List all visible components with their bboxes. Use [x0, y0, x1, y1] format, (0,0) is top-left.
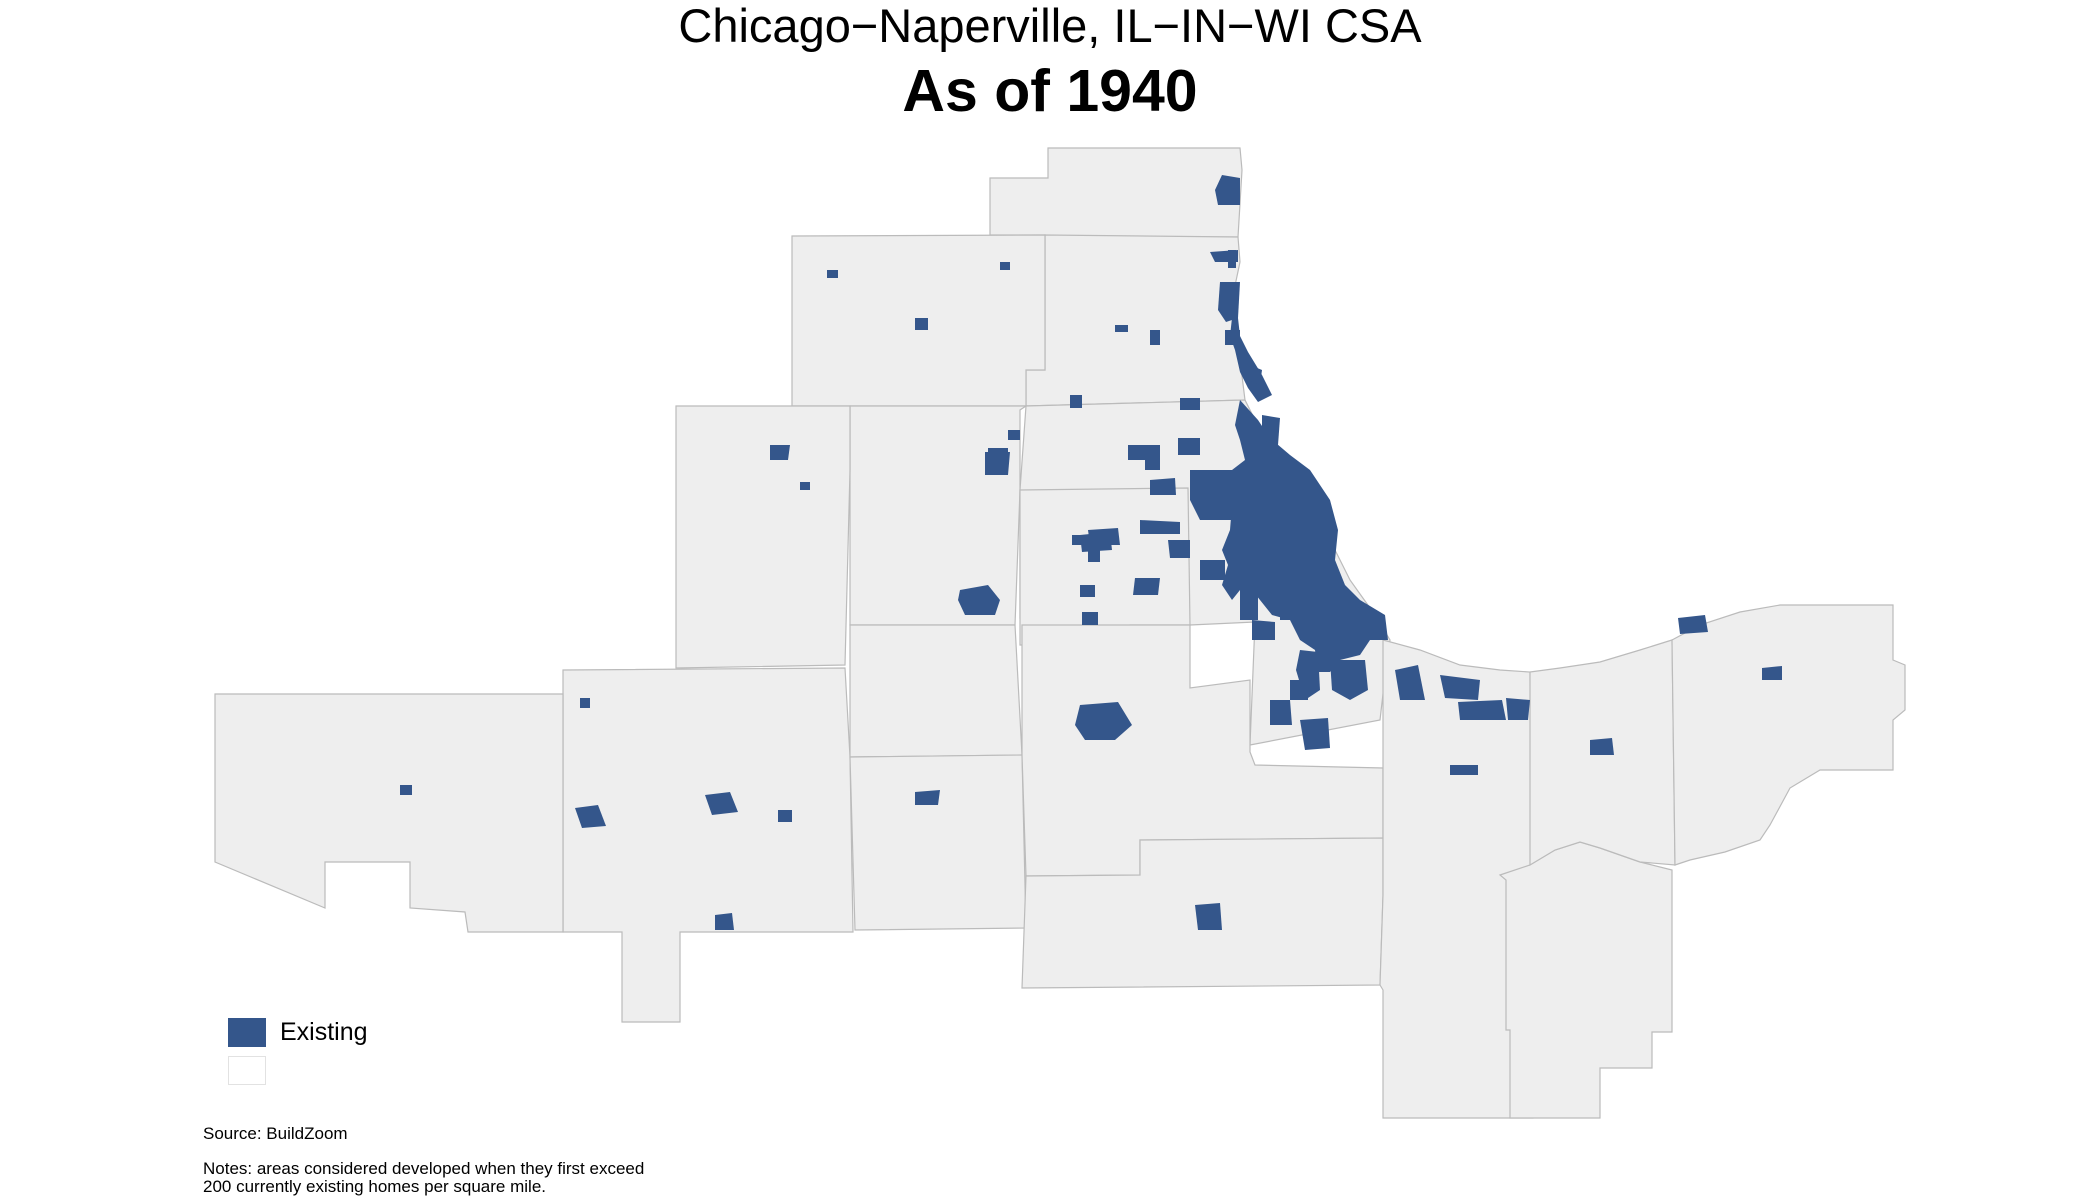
developed-area-belvidere [800, 482, 810, 490]
developed-area-marengo [770, 445, 790, 460]
map-subtitle: As of 1940 [902, 58, 1198, 124]
developed-area-north-shore-1 [1230, 318, 1272, 402]
developed-area-lake-forest [1228, 250, 1236, 268]
grundy-county [849, 754, 1027, 931]
jasper-county-in [1498, 841, 1673, 1119]
developed-area-des-plaines [1178, 438, 1200, 455]
kane-county [849, 405, 1028, 626]
developed-area-joliet [1075, 702, 1132, 740]
dupage-county [1019, 487, 1191, 646]
developed-area-round-lake [1150, 330, 1160, 345]
developed-areas-layer [400, 175, 1782, 930]
legend-swatch-existing [228, 1017, 266, 1047]
developed-area-gary-east [1440, 675, 1480, 700]
developed-area-highland-park [1248, 365, 1262, 385]
developed-area-zion [1225, 330, 1240, 345]
developed-area-streator [715, 913, 734, 930]
developed-area-mchenry-town [915, 318, 928, 330]
laporte-county-in [1671, 604, 1906, 866]
notes: Notes: areas considered developed when t… [203, 1160, 903, 1196]
developed-area-batavia [1082, 612, 1098, 625]
developed-area-princeton [400, 785, 412, 795]
lake-county-il [1025, 234, 1246, 407]
developed-area-kenosha [1215, 175, 1240, 205]
legend-item-existing: Existing [228, 1017, 368, 1047]
developed-area-morris [915, 790, 940, 805]
developed-area-mundelein [1180, 398, 1200, 410]
developed-area-barrington [1088, 528, 1120, 545]
developed-area-woodstock [1000, 262, 1010, 270]
developed-area-blue-island [1280, 600, 1300, 620]
developed-area-dekalb-town [970, 588, 990, 612]
developed-area-harvard [827, 270, 838, 278]
developed-area-harvey [1270, 700, 1292, 725]
developed-area-cicero [1240, 590, 1258, 620]
developed-area-valparaiso [1590, 738, 1614, 755]
legend-item-empty [228, 1055, 368, 1085]
county-layer [214, 147, 1906, 1119]
developed-area-grayslake [1115, 325, 1128, 332]
developed-area-kankakee-town [1195, 903, 1222, 930]
developed-area-mendota [580, 698, 590, 708]
notes-line-1: Notes: areas considered developed when t… [203, 1159, 645, 1178]
developed-area-peru [778, 810, 792, 822]
source-note: Source: BuildZoom [203, 1124, 348, 1143]
developed-area-crown-point [1450, 765, 1478, 775]
developed-area-hammond-2 [1506, 698, 1530, 720]
legend: Existing [228, 1017, 368, 1093]
developed-area-arlington-heights [1150, 478, 1176, 495]
dekalb-county [675, 405, 851, 669]
legend-label-existing: Existing [280, 1017, 368, 1046]
developed-area-la-grange [1252, 620, 1275, 640]
developed-area-gary [1395, 665, 1425, 700]
developed-area-dixon [1008, 430, 1020, 440]
developed-area-plano [1072, 535, 1085, 545]
map-title: Chicago−Naperville, IL−IN−WI CSA [678, 0, 1422, 52]
developed-area-cary [1070, 395, 1082, 408]
developed-area-waukegan [1218, 282, 1240, 322]
developed-area-chicago-heights [1300, 718, 1330, 750]
lasalle-county [562, 667, 854, 1023]
developed-area-elmhurst [1140, 520, 1180, 534]
developed-area-libertyville [1128, 445, 1160, 460]
developed-area-laporte-town [1762, 666, 1782, 680]
developed-area-evanston [1262, 415, 1280, 445]
developed-area-calumet [1330, 660, 1368, 700]
kendall-county [849, 624, 1023, 758]
developed-area-lombard [1168, 540, 1190, 558]
bureau-county [214, 693, 564, 933]
developed-area-naperville-area [1133, 578, 1160, 595]
legend-swatch-empty [228, 1055, 266, 1085]
developed-area-ottawa [705, 792, 738, 815]
developed-area-st-charles [1080, 585, 1095, 597]
developed-area-hammond-1 [1458, 700, 1506, 720]
notes-line-2: 200 currently existing homes per square … [203, 1177, 546, 1196]
developed-area-oak-park-area [1190, 470, 1240, 520]
developed-area-la-salle [575, 805, 606, 828]
developed-area-geneva [1088, 550, 1100, 562]
developed-area-homewood [1290, 680, 1308, 700]
developed-area-maywood [1200, 560, 1225, 580]
developed-area-michigan-city [1678, 615, 1708, 634]
developed-area-chicago-core [1222, 400, 1388, 672]
developed-area-crystal-lake [988, 448, 1008, 462]
kenosha-county [989, 147, 1243, 238]
